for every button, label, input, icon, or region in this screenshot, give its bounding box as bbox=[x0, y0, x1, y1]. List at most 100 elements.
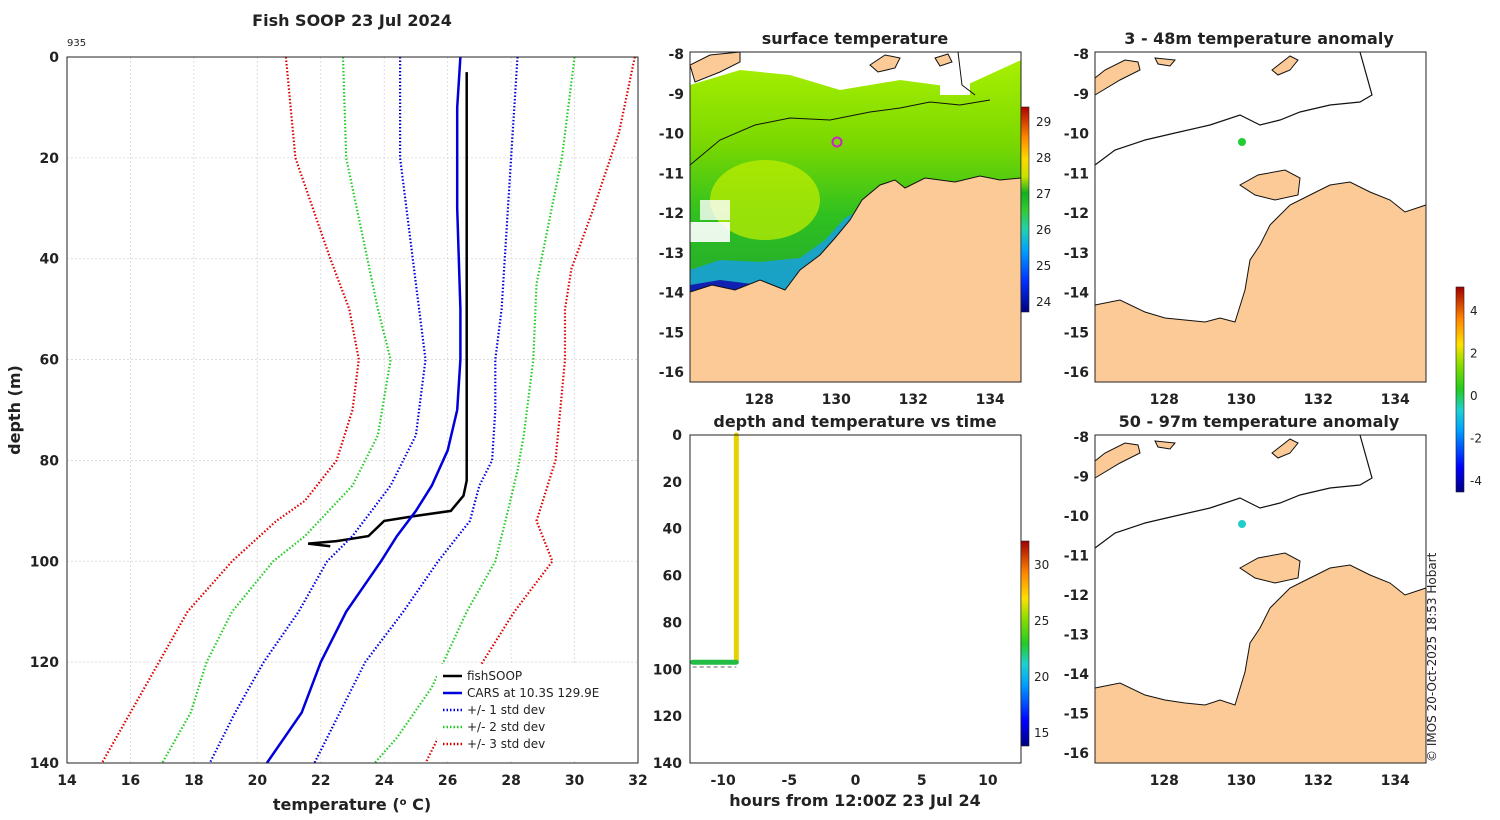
sst-y-tick: -12 bbox=[659, 206, 684, 222]
anomaly-top-y-tick: -15 bbox=[1064, 325, 1089, 341]
depth-time-y-tick: 20 bbox=[663, 475, 683, 491]
anomaly-top-y-tick: -12 bbox=[1064, 206, 1089, 222]
sst-y-tick: -9 bbox=[668, 87, 684, 103]
anomaly-top-y-tick: -14 bbox=[1064, 286, 1090, 302]
anomaly-bottom-marker bbox=[1238, 520, 1246, 528]
anomaly-bottom-x-tick: 132 bbox=[1304, 773, 1333, 789]
sst-title: surface temperature bbox=[762, 29, 949, 48]
profile-axes-box bbox=[66, 56, 639, 764]
anomaly-colorbar-tick: 4 bbox=[1470, 304, 1478, 318]
anomaly-colorbar bbox=[1455, 286, 1465, 493]
profile-y-tick: 60 bbox=[40, 353, 60, 369]
anomaly-top-y-tick: -8 bbox=[1073, 47, 1089, 63]
profile-series-3-std-dev-lower bbox=[100, 56, 360, 764]
profile-x-tick: 18 bbox=[184, 773, 203, 789]
profile-series-3-std-dev-upper bbox=[424, 56, 636, 764]
sst-y-tick: -8 bbox=[668, 47, 684, 63]
depth-time-colorbar-tick: 25 bbox=[1034, 614, 1049, 628]
depth-time-panel: depth and temperature vs time 0 20 40 60 80 1… bbox=[653, 412, 1050, 810]
sst-y-tick: -13 bbox=[659, 246, 684, 262]
anomaly-top-y-tick: -16 bbox=[1064, 365, 1089, 381]
depth-time-y-tick: 140 bbox=[653, 756, 682, 772]
anomaly-bottom-axes-box bbox=[1094, 434, 1427, 764]
anomaly-top-x-tick: 134 bbox=[1381, 392, 1410, 408]
profile-series-fishsoop bbox=[307, 72, 468, 548]
profile-lines bbox=[100, 56, 636, 764]
depth-time-y-tick: 120 bbox=[653, 709, 682, 725]
sst-x-ticks: 128 130 132 134 bbox=[745, 392, 1005, 408]
anomaly-colorbar-ticks: 4 2 0 -2 -4 bbox=[1470, 304, 1482, 488]
profile-y-tick: 0 bbox=[49, 50, 59, 66]
anomaly-colorbar-tick: 2 bbox=[1470, 347, 1478, 361]
anomaly-bottom-y-tick: -16 bbox=[1064, 746, 1089, 762]
profile-x-tick: 30 bbox=[565, 773, 585, 789]
anomaly-top-axes-box bbox=[1094, 51, 1427, 383]
anomaly-top-y-tick: -9 bbox=[1073, 87, 1089, 103]
sst-field bbox=[690, 60, 1021, 300]
legend-cars: CARS at 10.3S 129.9E bbox=[467, 686, 599, 700]
depth-time-x-tick: 5 bbox=[917, 773, 927, 789]
anomaly-bottom-y-tick: -10 bbox=[1064, 509, 1090, 525]
depth-time-x-tick: -5 bbox=[782, 773, 798, 789]
depth-time-colorbar-tick: 20 bbox=[1034, 670, 1049, 684]
anomaly-top-title: 3 - 48m temperature anomaly bbox=[1124, 29, 1394, 48]
sst-colorbar-tick: 27 bbox=[1036, 187, 1051, 201]
sst-x-tick: 130 bbox=[822, 392, 851, 408]
profile-y-tick: 40 bbox=[40, 252, 60, 268]
depth-time-y-tick: 60 bbox=[663, 569, 683, 585]
profile-x-tick: 22 bbox=[311, 773, 330, 789]
anomaly-top-y-ticks: -8 -9 -10 -11 -12 -13 -14 -15 -16 bbox=[1064, 47, 1090, 381]
anomaly-bottom-x-tick: 130 bbox=[1227, 773, 1256, 789]
sst-x-tick: 134 bbox=[976, 392, 1005, 408]
profile-x-ticks: 14 16 18 20 22 24 26 28 30 32 bbox=[57, 773, 647, 789]
profile-series-2-std-dev-upper bbox=[373, 56, 576, 764]
depth-time-y-tick: 40 bbox=[663, 522, 683, 538]
depth-time-colorbar bbox=[1020, 540, 1030, 747]
profile-x-tick: 14 bbox=[57, 773, 77, 789]
profile-x-tick: 32 bbox=[628, 773, 647, 789]
anomaly-top-y-tick: -11 bbox=[1064, 166, 1089, 182]
depth-time-y-tick: 100 bbox=[653, 662, 682, 678]
legend-std2: +/- 2 std dev bbox=[467, 720, 545, 734]
profile-y-ticks: 0 20 40 60 80 100 120 140 bbox=[30, 50, 59, 772]
anomaly-bottom-y-ticks: -8 -9 -10 -11 -12 -13 -14 -15 -16 bbox=[1064, 430, 1090, 762]
anomaly-bottom-x-ticks: 128 130 132 134 bbox=[1150, 773, 1410, 789]
sst-y-tick: -16 bbox=[659, 365, 684, 381]
profile-series-cars-at-10-3s-129-9e bbox=[265, 56, 462, 764]
anomaly-top-y-tick: -10 bbox=[1064, 127, 1090, 143]
depth-time-points bbox=[690, 432, 739, 668]
sst-colorbar-tick: 24 bbox=[1036, 295, 1051, 309]
anomaly-bottom-x-tick: 128 bbox=[1150, 773, 1179, 789]
depth-time-axes-box bbox=[689, 434, 1022, 764]
anomaly-bottom-y-tick: -13 bbox=[1064, 628, 1089, 644]
profile-y-tick: 20 bbox=[40, 151, 60, 167]
profile-series-1-std-dev-upper bbox=[313, 56, 519, 764]
sst-y-tick: -14 bbox=[659, 286, 685, 302]
anomaly-top-x-tick: 128 bbox=[1150, 392, 1179, 408]
sst-x-tick: 132 bbox=[899, 392, 928, 408]
profile-x-tick: 26 bbox=[438, 773, 457, 789]
anomaly-top-y-tick: -13 bbox=[1064, 246, 1089, 262]
sst-colorbar-tick: 25 bbox=[1036, 259, 1051, 273]
anomaly-colorbar-tick: -2 bbox=[1470, 432, 1482, 446]
anomaly-map-bottom-panel: 50 - 97m temperature anomaly -8-9-10-11-… bbox=[1064, 412, 1427, 789]
profile-y-label: depth (m) bbox=[5, 365, 24, 455]
depth-time-x-label: hours from 12:00Z 23 Jul 24 bbox=[729, 791, 980, 810]
profile-id-label: 935 bbox=[67, 38, 86, 49]
anomaly-top-x-tick: 132 bbox=[1304, 392, 1333, 408]
depth-time-colorbar-tick: 30 bbox=[1034, 558, 1049, 572]
profile-series-2-std-dev-lower bbox=[161, 56, 392, 764]
profile-title: Fish SOOP 23 Jul 2024 bbox=[252, 11, 452, 30]
profile-y-tick: 100 bbox=[30, 554, 59, 570]
anomaly-bottom-y-tick: -14 bbox=[1064, 667, 1090, 683]
profile-y-tick: 120 bbox=[30, 655, 59, 671]
sst-station-marker bbox=[831, 136, 843, 148]
legend-fishsoop: fishSOOP bbox=[467, 669, 522, 683]
depth-time-colorbar-tick: 15 bbox=[1034, 726, 1049, 740]
sst-colorbar-tick: 29 bbox=[1036, 115, 1051, 129]
sst-y-ticks: -8 -9 -10 -11 -12 -13 -14 -15 -16 bbox=[659, 47, 685, 381]
sst-colorbar-tick: 28 bbox=[1036, 151, 1051, 165]
anomaly-bottom-y-tick: -11 bbox=[1064, 549, 1089, 565]
profile-series-1-std-dev-lower bbox=[208, 57, 427, 764]
anomaly-bottom-y-tick: -15 bbox=[1064, 707, 1089, 723]
